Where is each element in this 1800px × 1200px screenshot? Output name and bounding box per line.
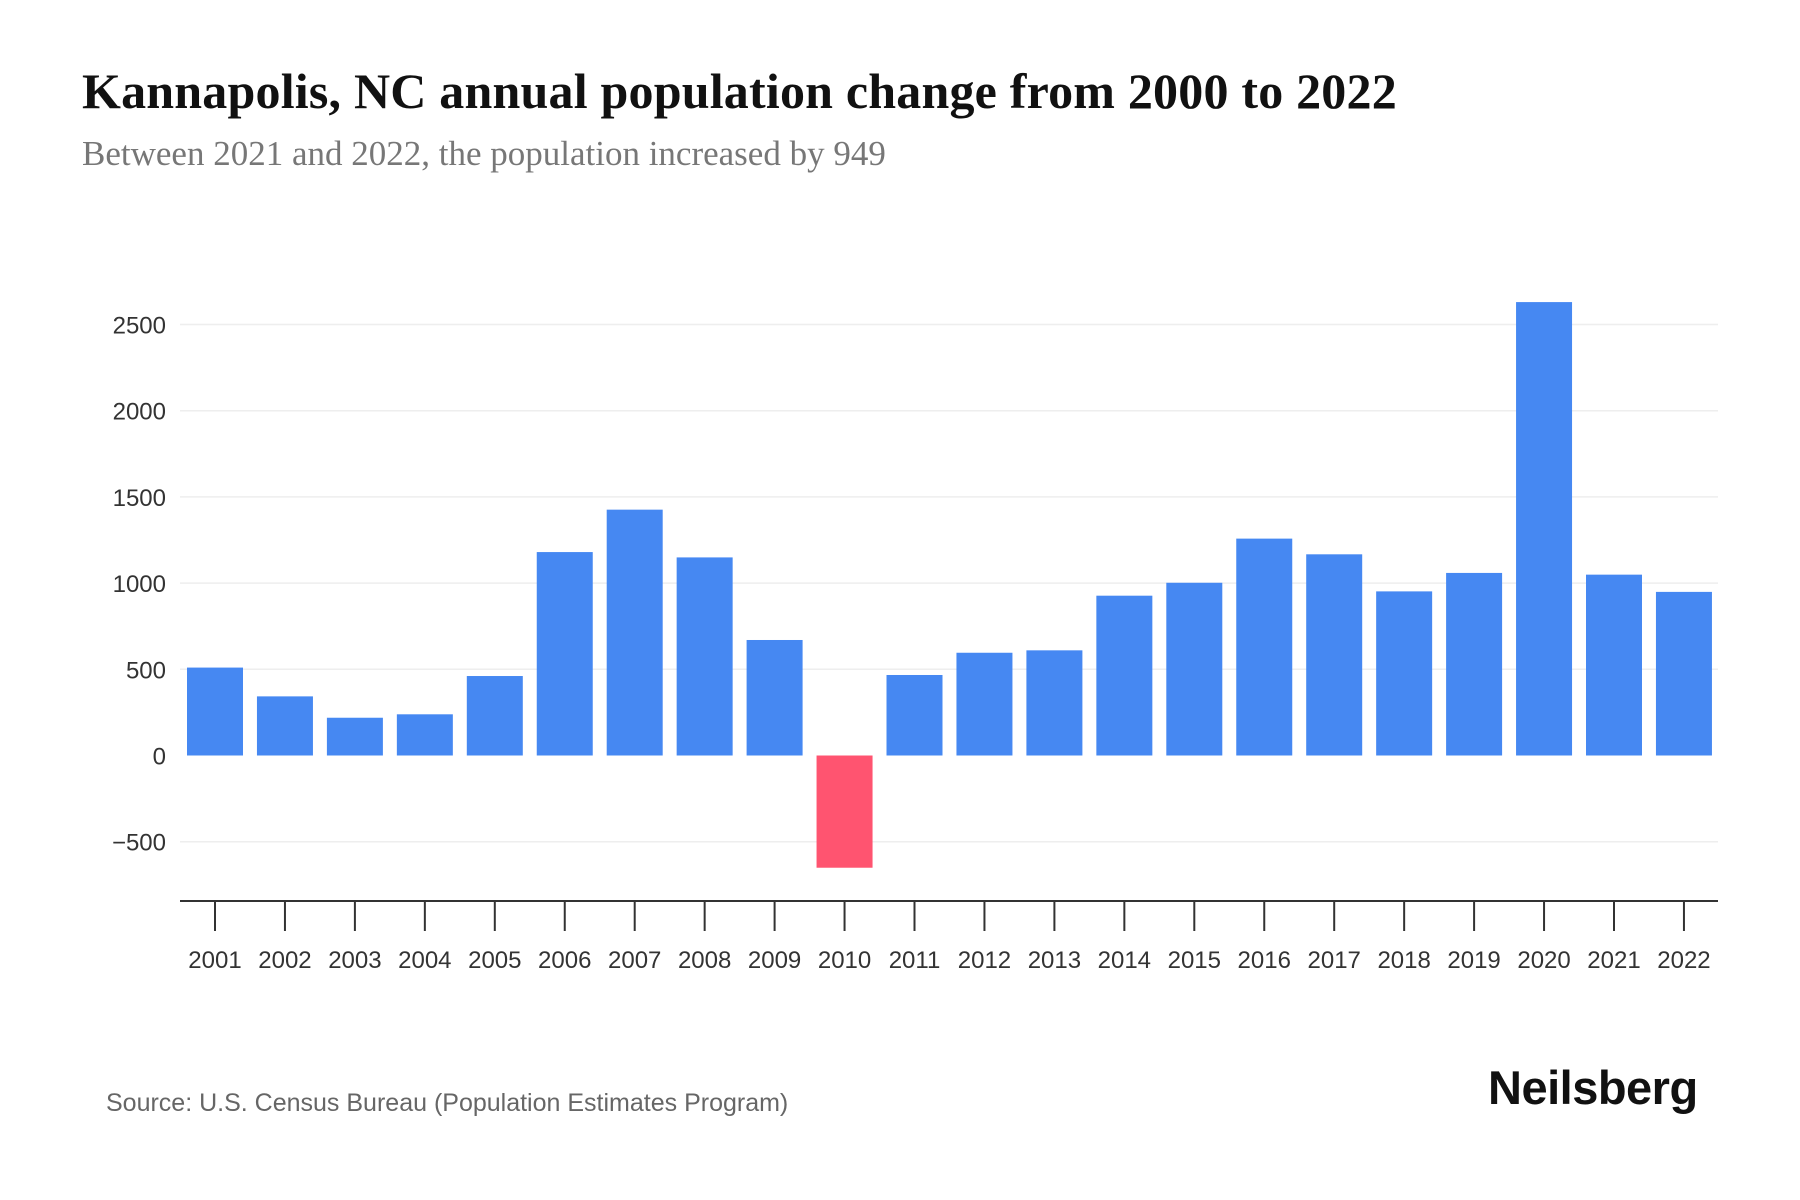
- x-tick-label: 2010: [818, 947, 871, 974]
- x-axis: 2001 2002 2003 2004 2005 2006 2007 2008 2009 2010…: [180, 900, 1718, 974]
- bar-2019: [1446, 572, 1503, 756]
- x-tick-label: 2017: [1308, 947, 1361, 974]
- x-tick-label: 2004: [398, 947, 451, 974]
- bar-2017: [1306, 554, 1363, 756]
- x-tick-label: 2020: [1517, 947, 1570, 974]
- x-tick-label: 2014: [1098, 947, 1151, 974]
- bar-2010: [816, 755, 873, 868]
- y-axis-labels: −500 0 500 1000 1500 2000 2500: [112, 313, 166, 857]
- x-tick-label: 2001: [188, 947, 241, 974]
- x-tick-label: 2003: [328, 947, 381, 974]
- bar-2008: [676, 557, 733, 756]
- x-tick-label: 2009: [748, 947, 801, 974]
- bar-2021: [1586, 574, 1642, 756]
- y-tick-label: 1500: [113, 485, 166, 512]
- x-tick-label: 2013: [1028, 947, 1081, 974]
- x-tick-label: 2021: [1587, 947, 1640, 974]
- x-tick-label: 2005: [468, 947, 521, 974]
- bar-2002: [256, 696, 313, 756]
- x-tick-label: 2019: [1447, 947, 1500, 974]
- bar-2014: [1096, 595, 1153, 756]
- x-tick-label: 2015: [1168, 947, 1221, 974]
- bar-2016: [1236, 538, 1293, 756]
- bar-2018: [1376, 591, 1433, 756]
- bar-2012: [956, 652, 1013, 756]
- source-note: Source: U.S. Census Bureau (Population E…: [106, 1089, 789, 1117]
- x-tick-label: 2002: [258, 947, 311, 974]
- bar-2011: [886, 674, 943, 756]
- chart-title: Kannapolis, NC annual population change …: [82, 63, 1397, 119]
- x-tick-label: 2012: [958, 947, 1011, 974]
- bar-2005: [466, 676, 523, 756]
- y-tick-label: 1000: [113, 571, 166, 598]
- bar-2013: [1026, 650, 1083, 756]
- y-tick-label: 2000: [113, 399, 166, 426]
- y-tick-label: 2500: [113, 313, 166, 340]
- y-tick-label: 0: [153, 744, 166, 771]
- x-tick-label: 2006: [538, 947, 591, 974]
- bar-2009: [746, 639, 803, 756]
- x-tick-label: 2007: [608, 947, 661, 974]
- x-tick-label: 2016: [1238, 947, 1291, 974]
- bar-2004: [396, 714, 453, 756]
- y-tick-label: 500: [126, 657, 166, 684]
- bar-2020: [1516, 302, 1573, 756]
- x-tick-label: 2008: [678, 947, 731, 974]
- bar-2015: [1166, 582, 1223, 756]
- bars: [187, 302, 1712, 868]
- bar-2001: [187, 667, 243, 756]
- bar-2006: [536, 552, 593, 756]
- x-tick-label: 2022: [1657, 947, 1710, 974]
- x-tick-label: 2018: [1377, 947, 1430, 974]
- y-tick-label: −500: [112, 830, 166, 857]
- chart-subtitle: Between 2021 and 2022, the population in…: [82, 134, 886, 173]
- neilsberg-logo: Neilsberg: [1488, 1061, 1698, 1114]
- bar-2003: [326, 717, 383, 756]
- bar-2022: [1655, 591, 1712, 756]
- bar-2007: [606, 509, 663, 756]
- x-tick-label: 2011: [889, 947, 941, 974]
